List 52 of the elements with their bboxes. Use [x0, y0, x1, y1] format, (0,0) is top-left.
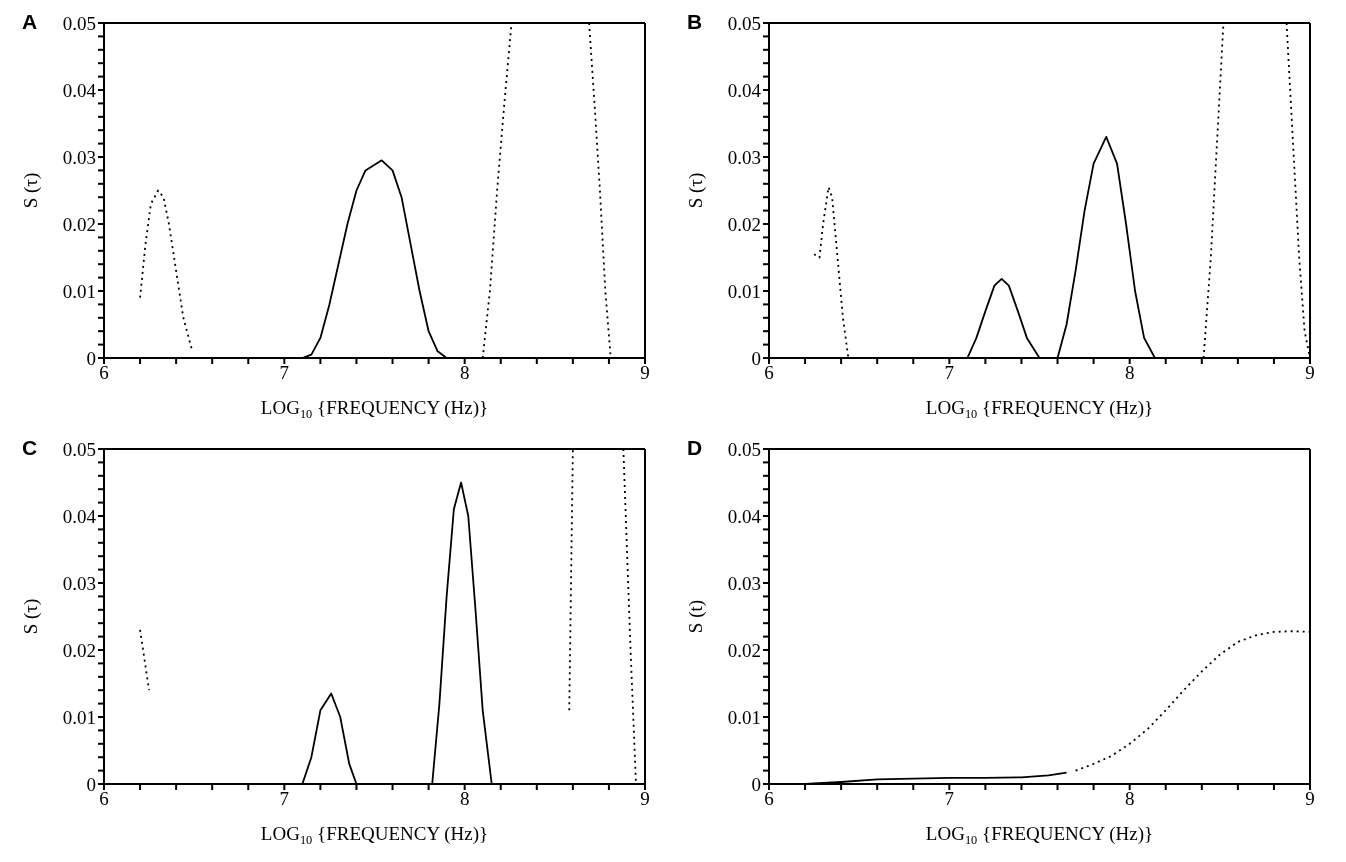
x-axis-title: LOG$_{10}$ {FREQUENCY (Hz)} [925, 823, 1154, 847]
y-tick-label: 0.05 [62, 12, 96, 34]
chart-title: C [22, 436, 38, 460]
chart-title: B [687, 10, 703, 34]
x-axis-title: LOG$_{10}$ {FREQUENCY (Hz)} [260, 823, 489, 847]
y-tick-label: 0.05 [727, 12, 761, 34]
x-axis-title: LOG$_{10}$ {FREQUENCY (Hz)} [260, 397, 489, 421]
y-tick-label: 0.04 [62, 79, 97, 101]
x-tick-label: 6 [764, 788, 774, 810]
y-tick-label: 0.02 [727, 213, 761, 235]
x-tick-label: 6 [99, 362, 109, 384]
y-axis-title: S (t) [684, 599, 707, 634]
chart-title: D [687, 436, 703, 460]
y-tick-label: 0.01 [727, 706, 761, 728]
x-tick-label: 9 [640, 788, 650, 810]
x-tick-label: 7 [279, 788, 290, 810]
x-tick-label: 7 [944, 362, 955, 384]
y-tick-label: 0.03 [62, 146, 96, 168]
x-tick-label: 8 [459, 788, 470, 810]
x-tick-label: 9 [1305, 362, 1315, 384]
y-tick-label: 0.01 [727, 280, 761, 302]
chart-title: A [22, 10, 38, 34]
x-tick-label: 8 [459, 362, 470, 384]
y-tick-label: 0.05 [62, 438, 96, 460]
y-tick-label: 0.04 [727, 79, 762, 101]
y-tick-label: 0.01 [62, 706, 96, 728]
x-tick-label: 9 [640, 362, 650, 384]
x-tick-label: 8 [1124, 362, 1135, 384]
x-axis-title: LOG$_{10}$ {FREQUENCY (Hz)} [925, 397, 1154, 421]
x-tick-label: 6 [764, 362, 774, 384]
y-tick-label: 0.02 [62, 639, 96, 661]
x-tick-label: 9 [1305, 788, 1315, 810]
y-tick-label: 0.03 [727, 572, 761, 594]
y-tick-label: 0 [751, 347, 761, 369]
y-axis-title: S (τ) [684, 172, 707, 209]
y-tick-label: 0.02 [62, 213, 96, 235]
y-tick-label: 0.05 [727, 438, 761, 460]
y-tick-label: 0.01 [62, 280, 96, 302]
y-tick-label: 0.03 [727, 146, 761, 168]
y-tick-label: 0.04 [727, 505, 762, 527]
x-tick-label: 7 [944, 788, 955, 810]
y-tick-label: 0.03 [62, 572, 96, 594]
x-tick-label: 7 [279, 362, 290, 384]
y-axis-title: S (τ) [19, 172, 42, 209]
y-tick-label: 0 [86, 773, 96, 795]
x-tick-label: 8 [1124, 788, 1135, 810]
y-tick-label: 0.02 [727, 639, 761, 661]
y-tick-label: 0.04 [62, 505, 97, 527]
x-tick-label: 6 [99, 788, 109, 810]
y-axis-title: S (τ) [19, 598, 42, 635]
y-tick-label: 0 [751, 773, 761, 795]
y-tick-label: 0 [86, 347, 96, 369]
